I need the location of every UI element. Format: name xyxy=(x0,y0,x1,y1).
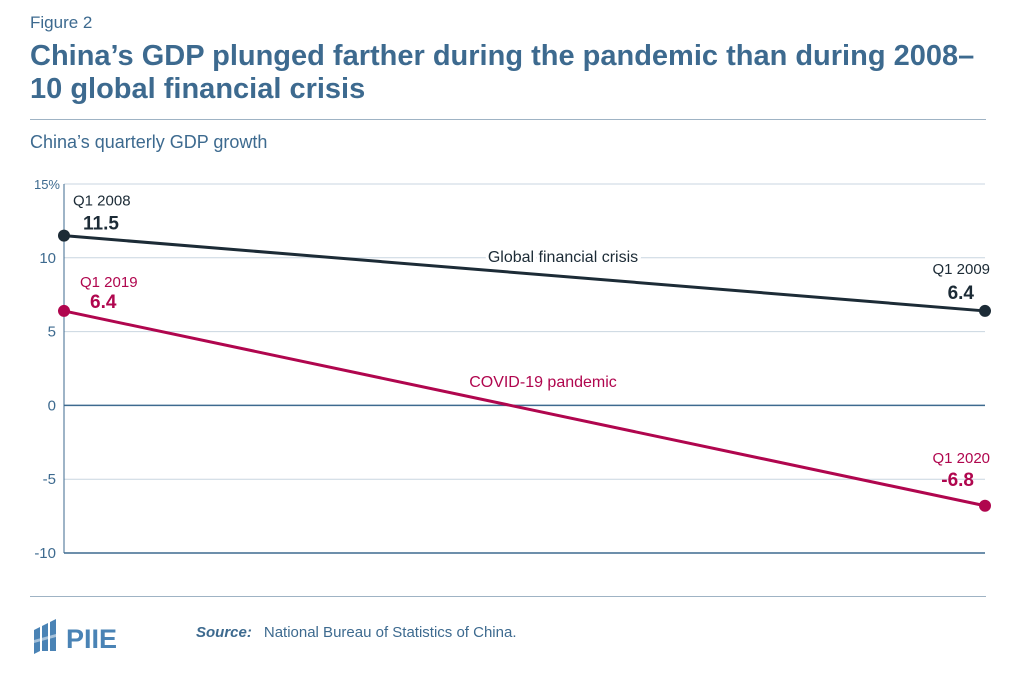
footer-divider xyxy=(30,596,986,597)
data-point xyxy=(979,499,991,512)
point-value-label: 11.5 xyxy=(83,214,119,235)
y-tick-label: 5 xyxy=(48,324,56,341)
point-quarter-label: Q1 2009 xyxy=(932,261,990,278)
y-tick-label: 10 xyxy=(39,250,56,267)
y-tick-label: 0 xyxy=(48,397,56,414)
y-tick-label: 15% xyxy=(34,177,60,192)
line-chart: 15% 10 5 0 -5 -10 Global financial crisis Q1 20… xyxy=(34,177,991,562)
point-value-label: 6.4 xyxy=(948,283,975,304)
source-note: Source: National Bureau of Statistics of … xyxy=(196,624,517,641)
chart-subtitle: China’s quarterly GDP growth xyxy=(30,132,268,152)
logo-wordmark: PIIE xyxy=(66,624,117,654)
figure-label: Figure 2 xyxy=(30,13,93,32)
source-label: Source: xyxy=(196,624,252,641)
point-quarter-label: Q1 2019 xyxy=(80,274,138,291)
data-point xyxy=(979,304,991,317)
source-text: National Bureau of Statistics of China. xyxy=(263,624,517,641)
point-quarter-label: Q1 2008 xyxy=(73,193,131,210)
data-point xyxy=(58,304,70,317)
point-value-label: 6.4 xyxy=(90,292,117,313)
series-label: Global financial crisis xyxy=(488,249,638,266)
series-label: COVID-19 pandemic xyxy=(469,374,617,391)
piie-logo-icon: PIIE xyxy=(34,619,117,654)
title-divider xyxy=(30,119,986,120)
y-tick-label: -5 xyxy=(43,471,56,488)
point-quarter-label: Q1 2020 xyxy=(932,450,990,467)
data-point xyxy=(58,229,70,242)
y-tick-label: -10 xyxy=(34,545,56,562)
chart-title: China’s GDP plunged farther during the p… xyxy=(30,40,975,105)
series-line xyxy=(63,309,986,508)
point-value-label: -6.8 xyxy=(941,470,974,491)
series-line xyxy=(63,234,986,313)
